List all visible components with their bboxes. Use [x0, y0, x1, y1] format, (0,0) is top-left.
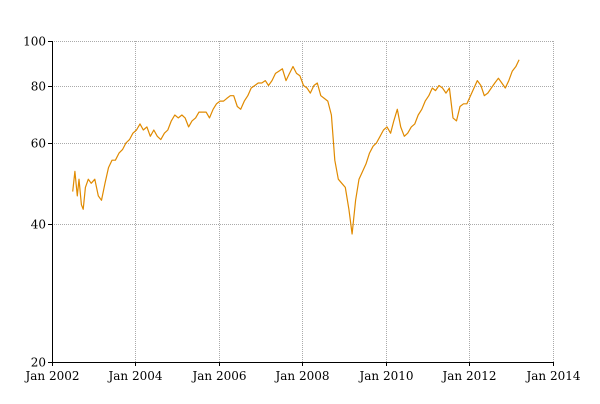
x-tick-label: Jan 2012 — [440, 369, 496, 383]
y-tick-label: 40 — [31, 218, 46, 232]
x-tick-label: Jan 2010 — [357, 369, 413, 383]
x-tick-label: Jan 2002 — [23, 369, 79, 383]
x-tick-label: Jan 2008 — [273, 369, 329, 383]
y-tick-label: 60 — [31, 137, 46, 151]
series-layer — [72, 59, 520, 235]
x-axis-tick-labels: Jan 2002 Jan 2004 Jan 2006 Jan 2008 Jan 2010… — [23, 369, 580, 383]
y-tick-label: 20 — [31, 356, 46, 370]
axes — [48, 41, 554, 366]
grid — [52, 41, 554, 363]
y-tick-label: 80 — [31, 80, 46, 94]
series-line — [72, 59, 520, 235]
x-tick-label: Jan 2006 — [190, 369, 246, 383]
x-tick-label: Jan 2014 — [524, 369, 580, 383]
y-tick-label: 100 — [23, 35, 46, 49]
x-tick-label: Jan 2004 — [106, 369, 162, 383]
y-axis-tick-labels: 20 40 60 80 100 — [23, 35, 46, 370]
